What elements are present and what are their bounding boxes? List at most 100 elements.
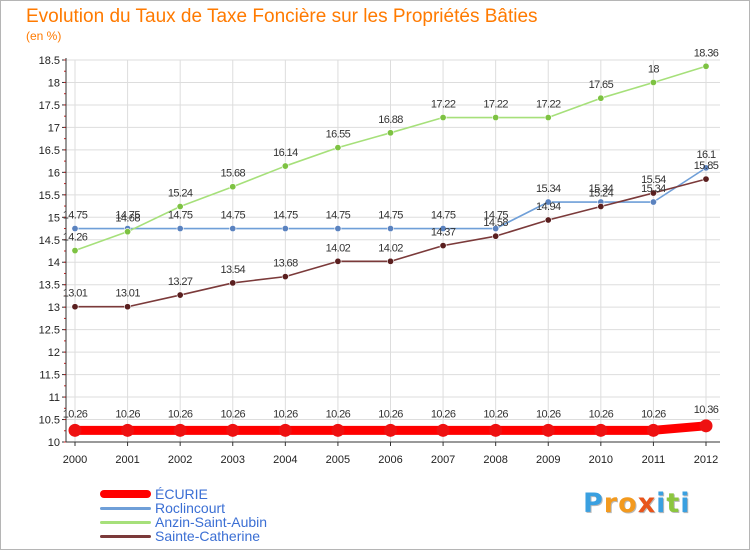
data-point <box>702 164 710 172</box>
data-label: 14.75 <box>220 210 245 222</box>
brand-letter: t <box>666 488 681 519</box>
data-point <box>176 225 184 233</box>
data-point <box>439 114 447 122</box>
legend-label-ecurie: ÉCURIE <box>155 486 208 502</box>
data-point <box>597 94 605 102</box>
data-point <box>439 242 447 250</box>
data-label: 10.26 <box>220 408 245 420</box>
y-axis-unit: (en %) <box>26 29 62 43</box>
data-label: 14.75 <box>431 210 456 222</box>
data-point <box>492 232 500 240</box>
y-tick-label: 14 <box>48 257 60 269</box>
data-point <box>597 203 605 211</box>
data-label: 10.26 <box>115 408 140 420</box>
data-label: 14.75 <box>273 210 298 222</box>
data-point <box>173 423 187 437</box>
data-point <box>334 144 342 152</box>
data-label: 15.24 <box>589 188 614 200</box>
data-label: 14.75 <box>168 210 193 222</box>
data-point <box>646 423 660 437</box>
x-tick-label: 2012 <box>694 454 718 466</box>
data-point <box>331 423 345 437</box>
data-point <box>334 225 342 233</box>
data-label: 10.36 <box>694 404 719 416</box>
legend-swatch-anzin-saint-aubin <box>100 521 151 524</box>
y-tick-label: 13.5 <box>39 280 60 292</box>
data-label: 17.65 <box>589 79 614 91</box>
data-label: 13.27 <box>168 276 193 288</box>
y-tick-label: 15 <box>48 212 60 224</box>
x-tick-label: 2003 <box>221 454 245 466</box>
data-label: 15.34 <box>589 183 614 195</box>
x-tick-label: 2007 <box>431 454 455 466</box>
data-point <box>702 62 710 70</box>
y-tick-label: 17 <box>48 122 60 134</box>
x-tick-label: 2008 <box>483 454 507 466</box>
data-label: 15.24 <box>168 188 193 200</box>
brand-letter: r <box>603 488 619 519</box>
data-point <box>229 225 237 233</box>
data-label: 13.68 <box>273 258 298 270</box>
data-point <box>229 183 237 191</box>
data-label: 14.02 <box>326 242 351 254</box>
data-point <box>68 423 82 437</box>
data-label: 10.26 <box>168 408 193 420</box>
y-tick-label: 16.5 <box>39 145 60 157</box>
x-tick-label: 2005 <box>326 454 350 466</box>
data-label: 14.94 <box>536 201 561 213</box>
data-label: 14.75 <box>483 210 508 222</box>
x-tick-label: 2009 <box>536 454 560 466</box>
data-point <box>384 423 397 437</box>
brand-letter: i <box>656 488 667 519</box>
data-label: 14.02 <box>378 242 403 254</box>
data-label: 13.01 <box>115 288 140 300</box>
data-point <box>71 225 79 233</box>
data-point <box>702 175 710 183</box>
brand-letter: o <box>618 488 638 519</box>
data-point <box>386 257 394 265</box>
y-tick-label: 16 <box>48 167 60 179</box>
data-label: 15.68 <box>220 168 245 180</box>
data-label: 14.75 <box>378 210 403 222</box>
data-label: 14.68 <box>115 213 140 225</box>
data-point <box>544 114 552 122</box>
data-point <box>436 423 450 437</box>
data-label: 10.26 <box>431 408 456 420</box>
data-point <box>489 423 503 437</box>
brand-letter: x <box>637 488 657 519</box>
data-label: 14.75 <box>63 210 88 222</box>
y-tick-label: 15.5 <box>39 190 60 202</box>
data-point <box>386 129 394 137</box>
data-label: 17.22 <box>536 99 561 111</box>
data-label: 17.22 <box>431 99 456 111</box>
data-point <box>386 225 394 233</box>
data-label: 16.14 <box>273 147 298 159</box>
data-label: 10.26 <box>641 408 666 420</box>
y-tick-label: 11 <box>49 392 60 404</box>
data-point <box>649 78 657 86</box>
data-point <box>278 423 292 437</box>
data-point <box>594 423 608 437</box>
x-tick-label: 2006 <box>378 454 402 466</box>
brand-letter: P <box>583 488 604 519</box>
x-tick-label: 2001 <box>115 454 139 466</box>
data-point <box>281 162 289 170</box>
data-label: 10.26 <box>273 408 298 420</box>
data-label: 15.54 <box>641 174 666 186</box>
data-point <box>649 189 657 197</box>
data-point <box>281 225 289 233</box>
data-point <box>124 303 132 311</box>
legend-swatch-ecurie <box>100 490 151 498</box>
data-label: 13.54 <box>220 264 245 276</box>
data-label: 17.22 <box>483 99 508 111</box>
data-label: 10.26 <box>326 408 351 420</box>
y-tick-label: 12.5 <box>39 325 60 337</box>
brand-letter: i <box>680 488 691 519</box>
data-label: 15.34 <box>536 183 561 195</box>
data-label: 15.85 <box>694 160 719 172</box>
y-tick-label: 17.5 <box>39 100 60 112</box>
legend-swatch-roclincourt <box>100 507 151 510</box>
x-tick-label: 2011 <box>642 454 666 466</box>
data-label: 15.34 <box>641 183 666 195</box>
